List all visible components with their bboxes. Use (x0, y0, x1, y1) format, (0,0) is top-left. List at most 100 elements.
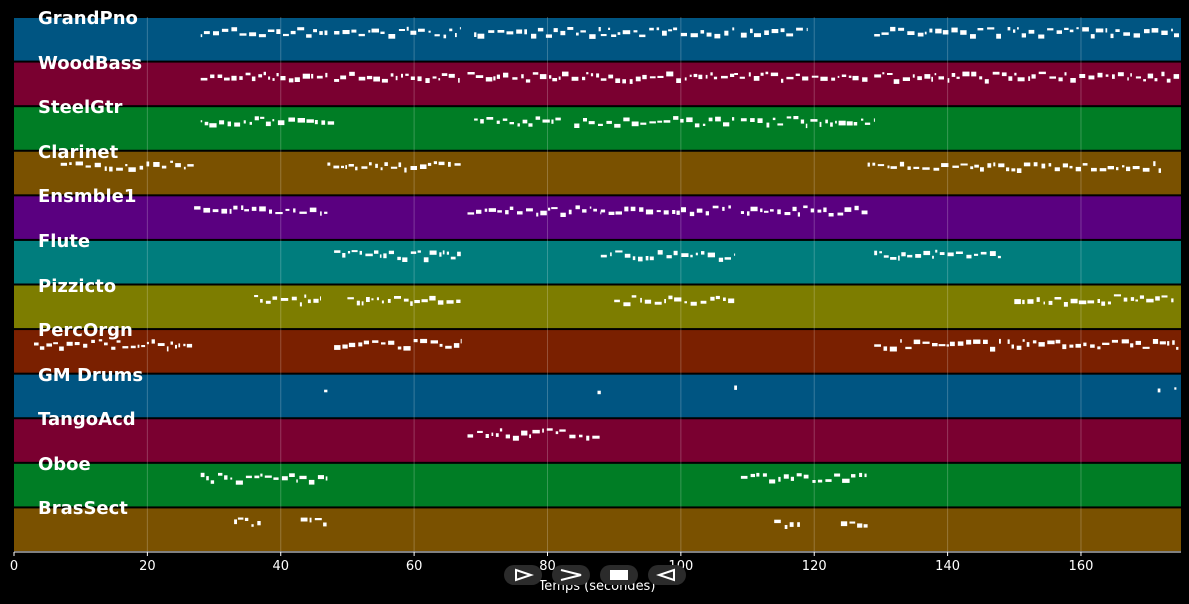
note (781, 78, 784, 83)
note (740, 118, 747, 122)
note (467, 72, 475, 75)
note (639, 207, 644, 212)
note (277, 120, 285, 126)
note (417, 250, 421, 253)
note (1154, 78, 1158, 82)
note (853, 122, 858, 126)
note (662, 30, 667, 36)
note (267, 29, 275, 32)
note (867, 162, 870, 167)
note (979, 76, 983, 80)
note (1013, 29, 1016, 33)
stop-button[interactable] (600, 565, 638, 585)
note (1056, 30, 1062, 34)
note (166, 346, 169, 352)
x-tick-label: 0 (9, 559, 19, 574)
note (125, 164, 128, 167)
note (1021, 33, 1026, 38)
note (553, 28, 558, 33)
note (705, 211, 709, 216)
note (784, 212, 791, 216)
note (793, 116, 799, 120)
track-label: SteelGtr (38, 97, 123, 119)
note (505, 434, 510, 439)
note (874, 344, 881, 347)
note (879, 251, 882, 254)
note (681, 207, 686, 213)
note (922, 167, 930, 170)
note (521, 430, 528, 436)
note (898, 27, 905, 31)
track-row (14, 374, 1181, 418)
x-tick-label: 40 (272, 559, 290, 574)
note (423, 257, 429, 263)
note (358, 342, 363, 347)
note (342, 344, 348, 349)
note (770, 72, 779, 77)
note (358, 33, 365, 37)
note (66, 341, 73, 346)
note (289, 473, 295, 477)
rewind-icon (656, 568, 675, 582)
note (1014, 72, 1017, 76)
note (517, 211, 523, 215)
note (251, 206, 257, 211)
note (552, 78, 558, 82)
play-button[interactable] (504, 565, 542, 585)
note (390, 73, 394, 77)
note (765, 71, 769, 75)
note (732, 27, 735, 31)
note (59, 346, 64, 351)
note (780, 28, 785, 33)
note (615, 78, 621, 83)
note (1017, 77, 1025, 82)
note (259, 206, 266, 212)
note (611, 34, 617, 37)
note (94, 162, 101, 168)
note (306, 119, 314, 123)
note (649, 76, 656, 79)
note (304, 294, 307, 298)
note (449, 28, 453, 32)
note (750, 206, 758, 212)
track-row (14, 285, 1181, 329)
note (1143, 79, 1146, 82)
note-segment (1157, 388, 1161, 393)
note (1144, 29, 1150, 34)
note (529, 434, 531, 439)
note (600, 211, 602, 215)
note (700, 30, 705, 34)
note (694, 123, 700, 128)
note (258, 74, 263, 78)
note (598, 123, 603, 126)
note (488, 30, 495, 33)
note (74, 342, 80, 346)
note (668, 29, 673, 32)
note (1087, 300, 1095, 304)
note (141, 345, 146, 348)
note (649, 256, 654, 261)
note-segment (474, 27, 601, 39)
note (680, 32, 687, 37)
note (579, 434, 583, 438)
note (644, 299, 652, 304)
note (1097, 346, 1101, 350)
note (263, 71, 266, 76)
note (861, 210, 868, 215)
note (710, 72, 713, 76)
note (448, 161, 451, 167)
note (835, 120, 837, 124)
rewind-button[interactable] (648, 565, 686, 585)
note-segment (874, 71, 1180, 84)
note (417, 76, 422, 82)
note (231, 27, 238, 32)
fast-forward-button[interactable] (552, 565, 590, 585)
note (586, 435, 590, 441)
note (819, 121, 822, 127)
note (342, 253, 346, 258)
note (941, 163, 949, 167)
note (907, 31, 915, 35)
note (217, 74, 223, 78)
note (526, 208, 533, 212)
note (970, 34, 976, 39)
